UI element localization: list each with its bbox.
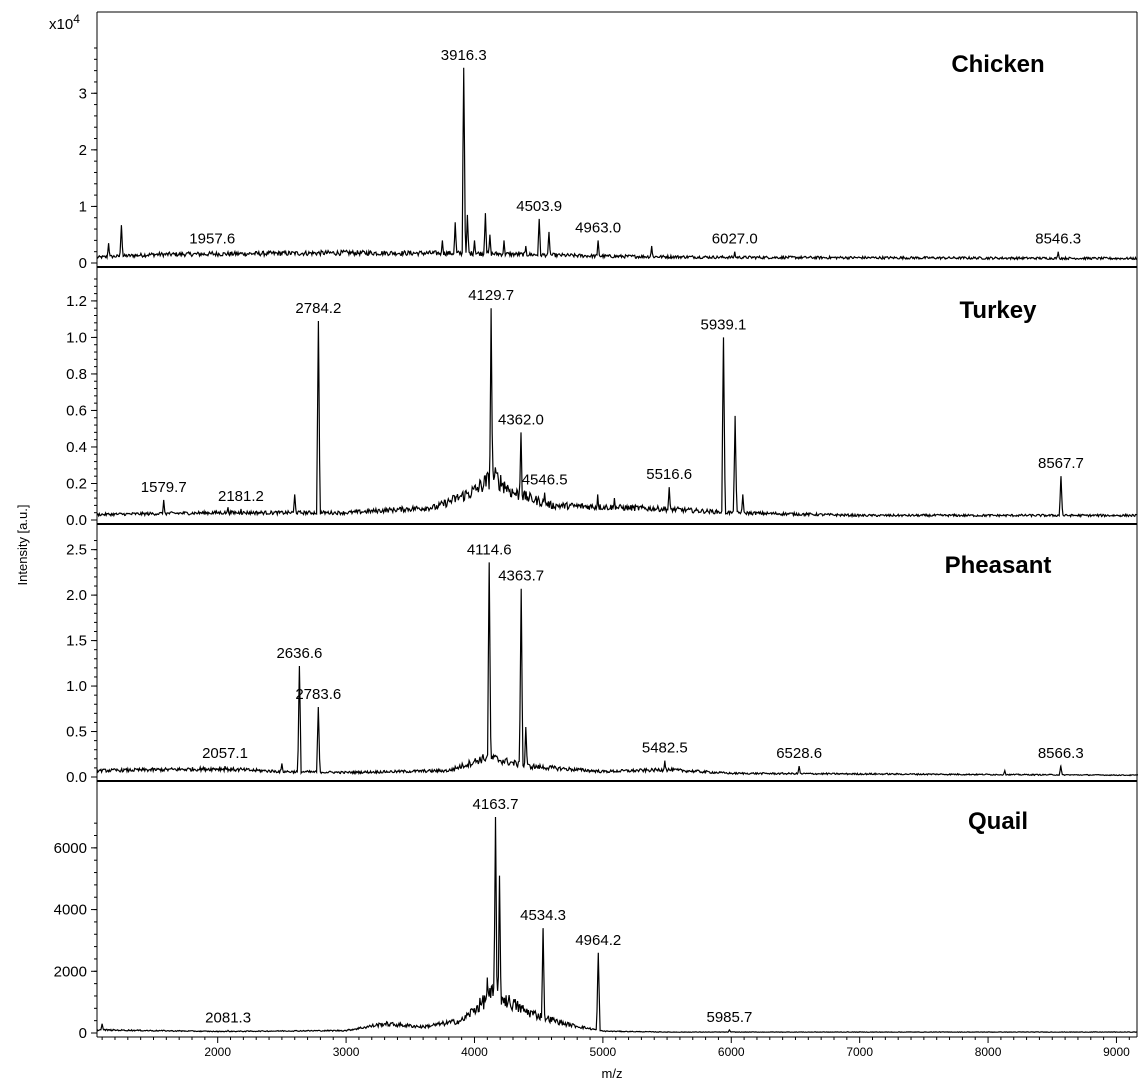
y-tick-label: 2000 [54, 963, 87, 980]
peak-label: 4964.2 [575, 932, 621, 949]
peak-label: 4362.0 [498, 411, 544, 428]
y-tick-label: 0 [79, 1025, 87, 1042]
x-tick-label: 7000 [846, 1045, 873, 1059]
y-multiplier-exponent: 4 [73, 12, 80, 26]
y-tick-label: 4000 [54, 902, 87, 919]
species-label: Pheasant [945, 552, 1052, 579]
x-tick-label: 6000 [718, 1045, 745, 1059]
y-tick-label: 6000 [54, 840, 87, 857]
x-tick-label: 9000 [1103, 1045, 1130, 1059]
spectra-panels: 0 1 2 3 x104 1957.6 3916.3 4503.9 4963.0 6027.0 85… [49, 11, 1138, 1059]
x-axis-title: m/z [602, 1066, 623, 1081]
species-label: Quail [968, 808, 1028, 835]
peak-label: 3916.3 [441, 47, 487, 64]
peak-label: 8566.3 [1038, 745, 1084, 762]
spectrum-line [96, 562, 1138, 777]
x-tick-label: 5000 [590, 1045, 617, 1059]
x-tick-label: 3000 [333, 1045, 360, 1059]
y-tick-label: 1.5 [66, 633, 87, 650]
peak-label: 2784.2 [295, 300, 341, 317]
peak-label: 4546.5 [522, 472, 568, 489]
y-tick-label: 0.0 [66, 769, 87, 786]
species-label: Turkey [960, 297, 1038, 324]
peak-label: 5516.6 [646, 466, 692, 483]
y-tick-label: 0.0 [66, 512, 87, 529]
panel-chicken: 0 1 2 3 x104 1957.6 3916.3 4503.9 4963.0 6027.0 85… [49, 11, 1138, 272]
y-tick-label: 1 [79, 198, 87, 215]
x-tick-label: 2000 [204, 1045, 231, 1059]
y-tick-label: 0.6 [66, 402, 87, 419]
y-tick-label: 1.0 [66, 678, 87, 695]
y-tick-label: 2.5 [66, 542, 87, 559]
y-tick-label: 0.2 [66, 475, 87, 492]
peak-label: 2636.6 [276, 645, 322, 662]
peak-label: 6528.6 [776, 745, 822, 762]
y-tick-label: 0.4 [66, 439, 87, 456]
peak-label: 4114.6 [467, 541, 512, 558]
y-tick-label: 1.0 [66, 329, 87, 346]
panel-quail: 0 2000 4000 6000 2081.3 4163.7 4534.3 4964.2 598… [54, 780, 1138, 1042]
x-tick-label: 4000 [461, 1045, 488, 1059]
peak-label: 4363.7 [498, 568, 544, 585]
y-tick-label: 0.5 [66, 724, 87, 741]
y-tick-label: 0 [79, 255, 87, 272]
peak-label: 1957.6 [189, 231, 235, 248]
y-tick-label: 2 [79, 142, 87, 159]
y-tick-label: 0.8 [66, 366, 87, 383]
spectrum-line [96, 816, 1138, 1033]
peak-label: 4534.3 [520, 907, 566, 924]
y-tick-label: 3 [79, 85, 87, 102]
peak-label: 2057.1 [202, 745, 248, 762]
peak-label: 4963.0 [575, 219, 621, 236]
y-tick-label: 1.2 [66, 293, 87, 310]
peak-label: 2081.3 [205, 1010, 251, 1027]
spectrum-line [96, 67, 1138, 261]
spectrum-line [96, 308, 1138, 519]
peak-label: 6027.0 [712, 231, 758, 248]
peak-label: 4163.7 [473, 796, 519, 813]
y-tick-label: 2.0 [66, 587, 87, 604]
y-axis-title: Intensity [a.u.] [15, 505, 30, 586]
species-label: Chicken [951, 51, 1044, 78]
peak-label: 8546.3 [1035, 231, 1081, 248]
peak-label: 5939.1 [701, 316, 747, 333]
peak-label: 5482.5 [642, 740, 688, 757]
panel-turkey: 0.0 0.2 0.4 0.6 0.8 1.0 1.2 1579.7 2181.2 2784.2 4… [66, 266, 1138, 529]
peak-label: 1579.7 [141, 479, 187, 496]
peak-label: 4129.7 [468, 287, 514, 304]
peak-label: 2783.6 [295, 686, 341, 703]
x-tick-label: 8000 [975, 1045, 1002, 1059]
peak-label: 2181.2 [218, 488, 264, 505]
y-multiplier-label: x104 [49, 12, 80, 33]
peak-label: 5985.7 [706, 1009, 752, 1026]
panel-pheasant: 0.0 0.5 1.0 1.5 2.0 2.5 2057.1 2636.6 2783.6 4114… [66, 523, 1138, 786]
peak-label: 4503.9 [516, 198, 562, 215]
peak-label: 8567.7 [1038, 455, 1084, 472]
